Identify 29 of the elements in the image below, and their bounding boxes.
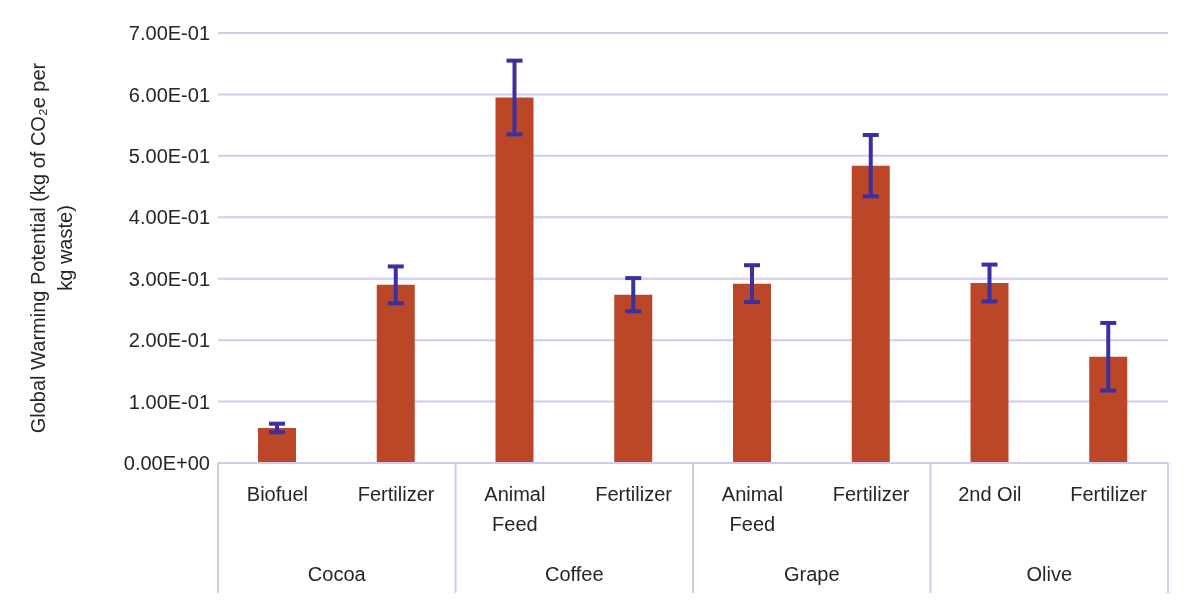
bar	[376, 284, 415, 463]
text: Coffee	[544, 563, 604, 585]
x-tick-label: Animal Feed	[484, 483, 546, 535]
y-tick-label: 7.00E-01	[128, 22, 210, 45]
y-tick-label: 3.00E-01	[128, 267, 210, 290]
y-tick-label: 6.00E-01	[128, 83, 210, 106]
x-tick-label: Fertilizer	[357, 483, 435, 505]
y-tick-label: 0.00E+00	[123, 452, 210, 475]
bar	[733, 283, 771, 463]
text: Grape	[783, 563, 840, 585]
y-axis-title: Global Warming Potential (kg of CO₂e per kg waste)	[27, 62, 76, 434]
x-tick-label: 2nd Oil	[958, 483, 1022, 505]
x-tick-label: Biofuel	[246, 483, 308, 505]
text: Olive	[1026, 563, 1073, 585]
text: Cocoa	[307, 563, 367, 585]
x-tick-label: Fertilizer	[1070, 483, 1148, 505]
bar	[495, 97, 534, 463]
y-tick-label: 1.00E-01	[128, 390, 210, 413]
bar	[970, 283, 1009, 463]
bar	[851, 165, 890, 463]
y-tick-label: 5.00E-01	[128, 144, 210, 167]
y-tick-label: 4.00E-01	[128, 206, 210, 229]
bar	[258, 427, 296, 463]
y-tick-label: 2.00E-01	[128, 329, 210, 352]
bar	[614, 294, 653, 463]
bar	[1089, 356, 1128, 463]
x-tick-label: Fertilizer	[832, 483, 910, 505]
x-tick-label: Fertilizer	[595, 483, 673, 505]
x-tick-label: Animal Feed	[721, 483, 783, 535]
